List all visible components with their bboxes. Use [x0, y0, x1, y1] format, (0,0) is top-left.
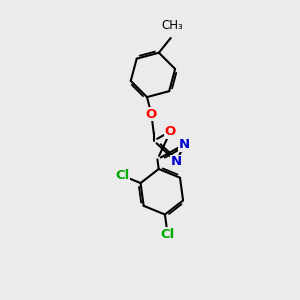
Text: Cl: Cl	[160, 228, 175, 241]
Text: N: N	[171, 155, 182, 168]
Text: O: O	[165, 125, 176, 138]
Text: CH₃: CH₃	[161, 19, 183, 32]
Text: Cl: Cl	[115, 169, 129, 182]
Text: N: N	[179, 138, 190, 151]
Text: O: O	[146, 108, 157, 121]
